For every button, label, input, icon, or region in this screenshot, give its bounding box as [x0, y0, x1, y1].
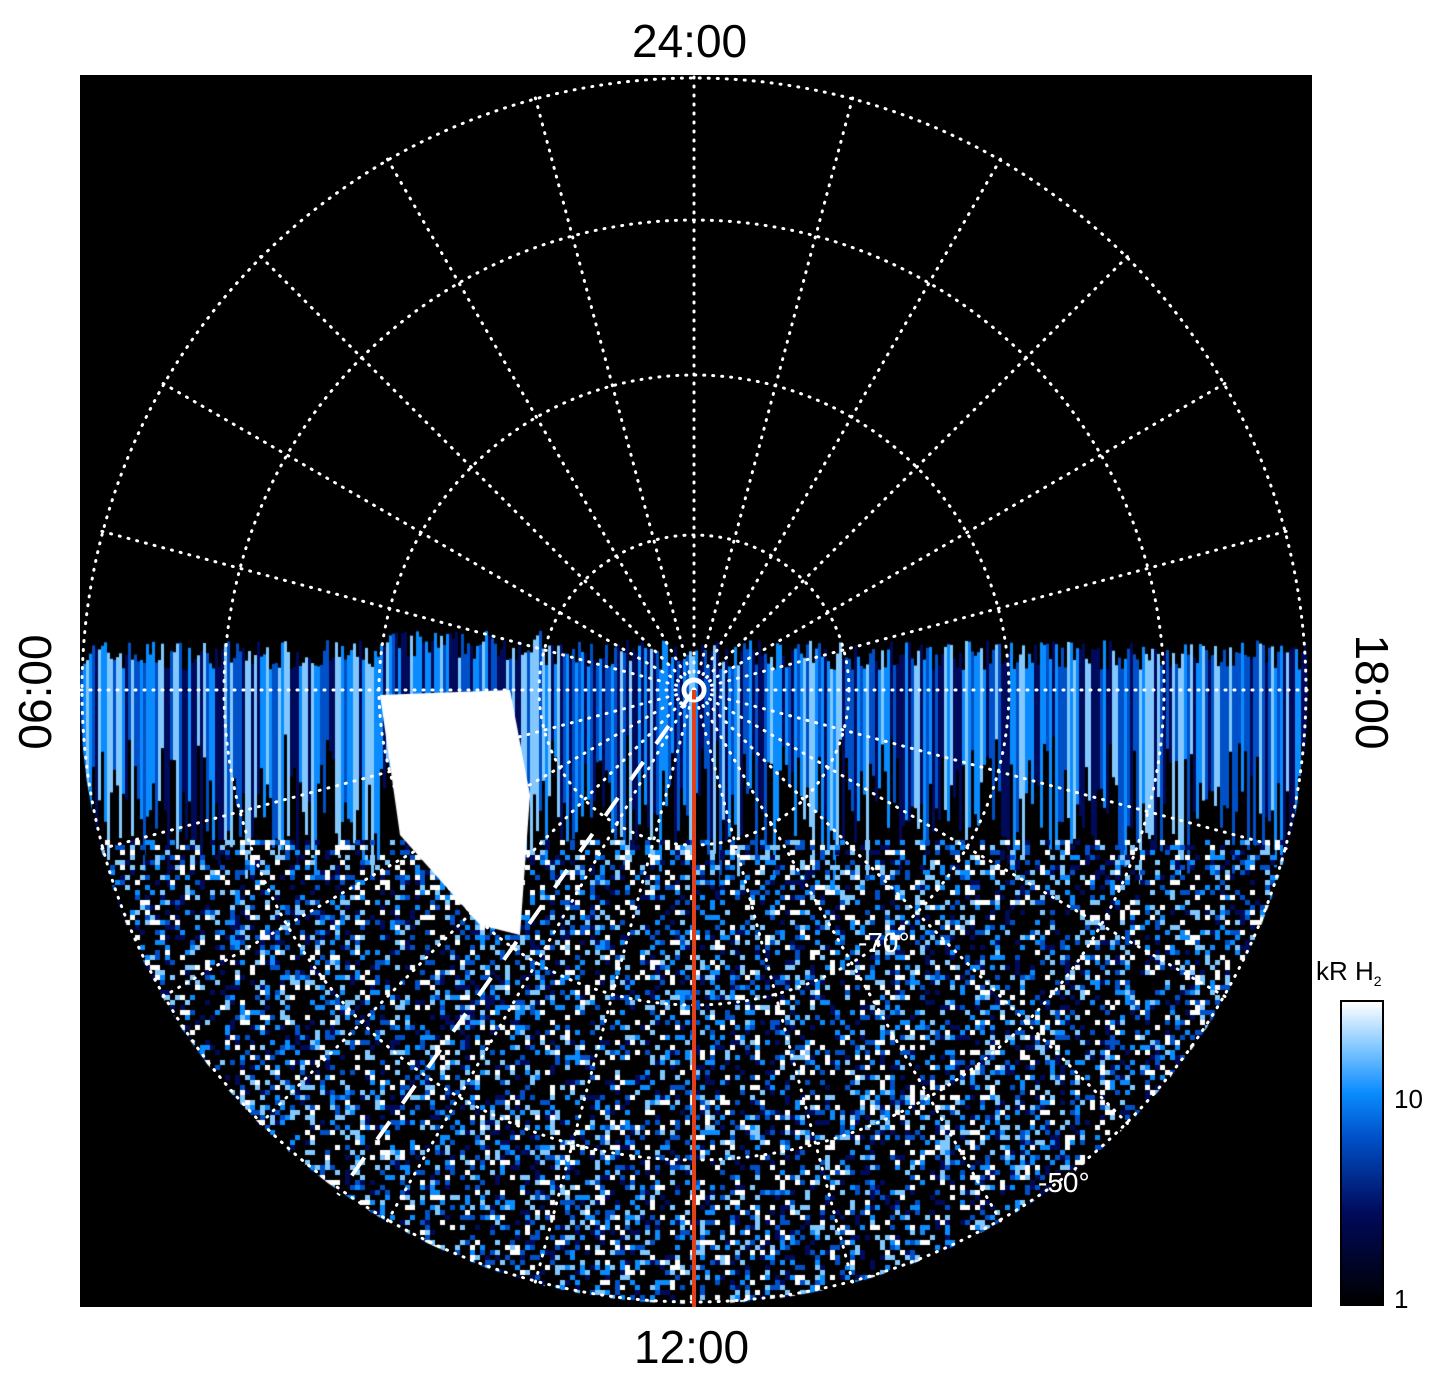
lat-label-50: -50° [1038, 1167, 1090, 1198]
colorbar-title-text: kR H [1316, 956, 1374, 986]
label-18h: 18:00 [1346, 634, 1398, 750]
colorbar-title-subscript: 2 [1373, 973, 1382, 990]
meridian-15h [258, 688, 696, 1126]
colorbar-tick-10: 10 [1394, 1084, 1423, 1114]
meridian-17h [99, 688, 696, 851]
meridian-22h [385, 156, 696, 692]
colorbar-title: kR H2 [1316, 956, 1382, 989]
meridian-5h [692, 529, 1289, 692]
label-12h: 12:00 [634, 1321, 750, 1373]
meridian-9h [692, 688, 1130, 1126]
meridian-7h [692, 688, 1289, 851]
meridian-10h [692, 688, 1003, 1224]
meridian-16h [160, 688, 696, 999]
dashed-trajectory-line [336, 688, 696, 1197]
meridian-1h [692, 95, 855, 692]
meridian-20h [160, 381, 696, 692]
colorbar [1340, 1000, 1384, 1306]
polar-grid [80, 75, 1310, 1307]
meridian-19h [99, 529, 696, 692]
meridian-14h [385, 688, 696, 1224]
meridian-4h [692, 381, 1228, 692]
meridian-2h [692, 156, 1003, 692]
label-06h: 06:00 [9, 634, 61, 750]
meridian-3h [692, 254, 1130, 692]
meridian-8h [692, 688, 1228, 999]
meridian-21h [258, 254, 696, 692]
pole-marker [681, 677, 707, 703]
meridian-13h [533, 688, 696, 1285]
meridian-23h [533, 95, 696, 692]
meridian-11h [692, 688, 855, 1285]
colorbar-tick-1: 1 [1394, 1284, 1409, 1314]
polar-plot-area: -70° -50° [80, 75, 1312, 1307]
label-24h: 24:00 [632, 15, 748, 67]
lat-label-70: -70° [858, 927, 910, 958]
